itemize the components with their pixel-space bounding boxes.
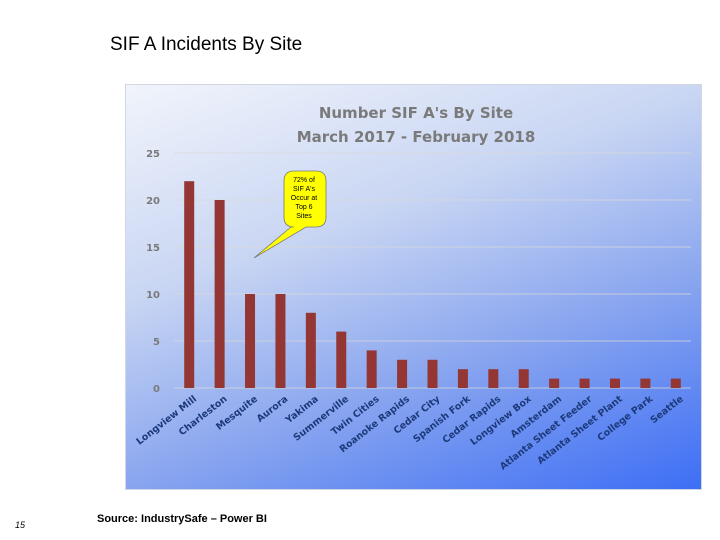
y-tick-label: 20 [146, 196, 160, 207]
bar [245, 294, 256, 388]
bar [275, 294, 286, 388]
slide-title: SIF A Incidents By Site [110, 34, 303, 55]
bar [549, 378, 560, 388]
callout-line-5: Sites [296, 213, 312, 220]
bar [336, 331, 347, 388]
bar [397, 359, 408, 388]
callout-line-4: Top 6 [295, 204, 312, 211]
x-tick-label: Seattle [649, 394, 686, 426]
page-number: 15 [15, 520, 26, 530]
bar [457, 369, 468, 388]
y-tick-label: 5 [153, 337, 160, 348]
y-tick-label: 25 [146, 149, 160, 160]
x-axis-tick-labels: Longview MillCharlestonMesquiteAuroraYak… [134, 393, 685, 472]
chart-panel: Number SIF A's By Site March 2017 - Febr… [125, 84, 702, 490]
x-tick-label: College Park [596, 393, 656, 443]
bar [427, 359, 438, 388]
y-tick-label: 15 [146, 243, 160, 254]
callout-shape [253, 170, 327, 259]
bar [579, 378, 590, 388]
chart-title-line-1: Number SIF A's By Site [319, 104, 513, 122]
bar [366, 350, 377, 388]
bar [670, 378, 681, 388]
callout-line-1: 72% of [293, 177, 315, 184]
y-tick-label: 10 [146, 290, 160, 301]
bar [640, 378, 651, 388]
bar [214, 200, 225, 388]
callout-line-2: SIF A's [293, 186, 315, 193]
bar-chart: Number SIF A's By Site March 2017 - Febr… [134, 104, 691, 472]
callout-bubble: 72% of SIF A's Occur at Top 6 Sites [253, 170, 327, 259]
bar [609, 378, 620, 388]
y-axis-tick-labels: 0 5 10 15 20 25 [146, 149, 160, 395]
y-tick-label: 0 [153, 384, 160, 395]
bar [305, 312, 316, 388]
bar [518, 369, 529, 388]
bar [184, 181, 195, 388]
chart-title-line-2: March 2017 - February 2018 [297, 128, 536, 146]
bar [488, 369, 499, 388]
bars [184, 181, 681, 388]
source-note: Source: IndustrySafe – Power BI [97, 513, 267, 525]
gridlines [174, 152, 691, 389]
callout-line-3: Occur at [291, 195, 318, 202]
